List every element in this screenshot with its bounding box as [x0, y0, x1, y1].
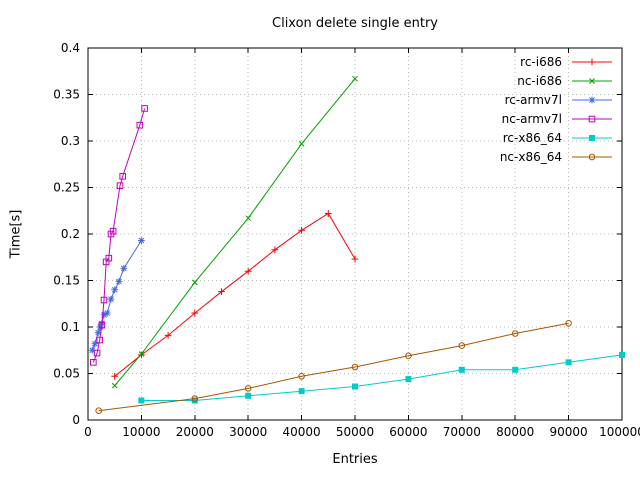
legend-label: nc-armv7l: [502, 112, 562, 126]
legend-label: nc-i686: [517, 74, 562, 88]
legend-label: nc-x86_64: [500, 150, 562, 164]
y-tick-label: 0.4: [61, 41, 80, 55]
axes: 0 10000 20000 30000 40000 50000 60000 70000 8000…: [53, 41, 640, 439]
legend-label: rc-armv7l: [505, 93, 562, 107]
y-tick-label: 0: [72, 413, 80, 427]
y-tick-label: 0.2: [61, 227, 80, 241]
legend: rc-i686 nc-i686 rc-armv7l nc-armv7l rc-x86_6…: [500, 55, 612, 164]
x-tick-label: 30000: [229, 425, 267, 439]
y-tick-label: 0.1: [61, 320, 80, 334]
legend-label: rc-i686: [520, 55, 562, 69]
x-tick-label: 70000: [443, 425, 481, 439]
legend-label: rc-x86_64: [503, 131, 562, 145]
chart-title: Clixon delete single entry: [272, 16, 438, 31]
x-tick-label: 40000: [283, 425, 321, 439]
y-tick-label: 0.35: [53, 88, 80, 102]
y-tick-label: 0.15: [53, 274, 80, 288]
x-tick-label: 50000: [336, 425, 374, 439]
series-nc-i686: [111, 75, 358, 389]
x-tick-label: 90000: [550, 425, 588, 439]
y-tick-label: 0.3: [61, 134, 80, 148]
series-nc-x86_64: [95, 319, 572, 415]
y-tick-label: 0.05: [53, 367, 80, 381]
x-tick-label: 20000: [176, 425, 214, 439]
series-rc-armv7l: [88, 237, 145, 354]
y-tick-label: 0.25: [53, 181, 80, 195]
series-rc-x86_64: [138, 351, 625, 404]
x-tick-label: 0: [84, 425, 92, 439]
series-nc-armv7l: [90, 105, 148, 366]
series-rc-i686: [111, 210, 359, 380]
x-tick-label: 80000: [496, 425, 534, 439]
x-axis-label: Entries: [332, 452, 378, 467]
x-tick-label: 10000: [122, 425, 160, 439]
x-tick-label: 60000: [389, 425, 427, 439]
